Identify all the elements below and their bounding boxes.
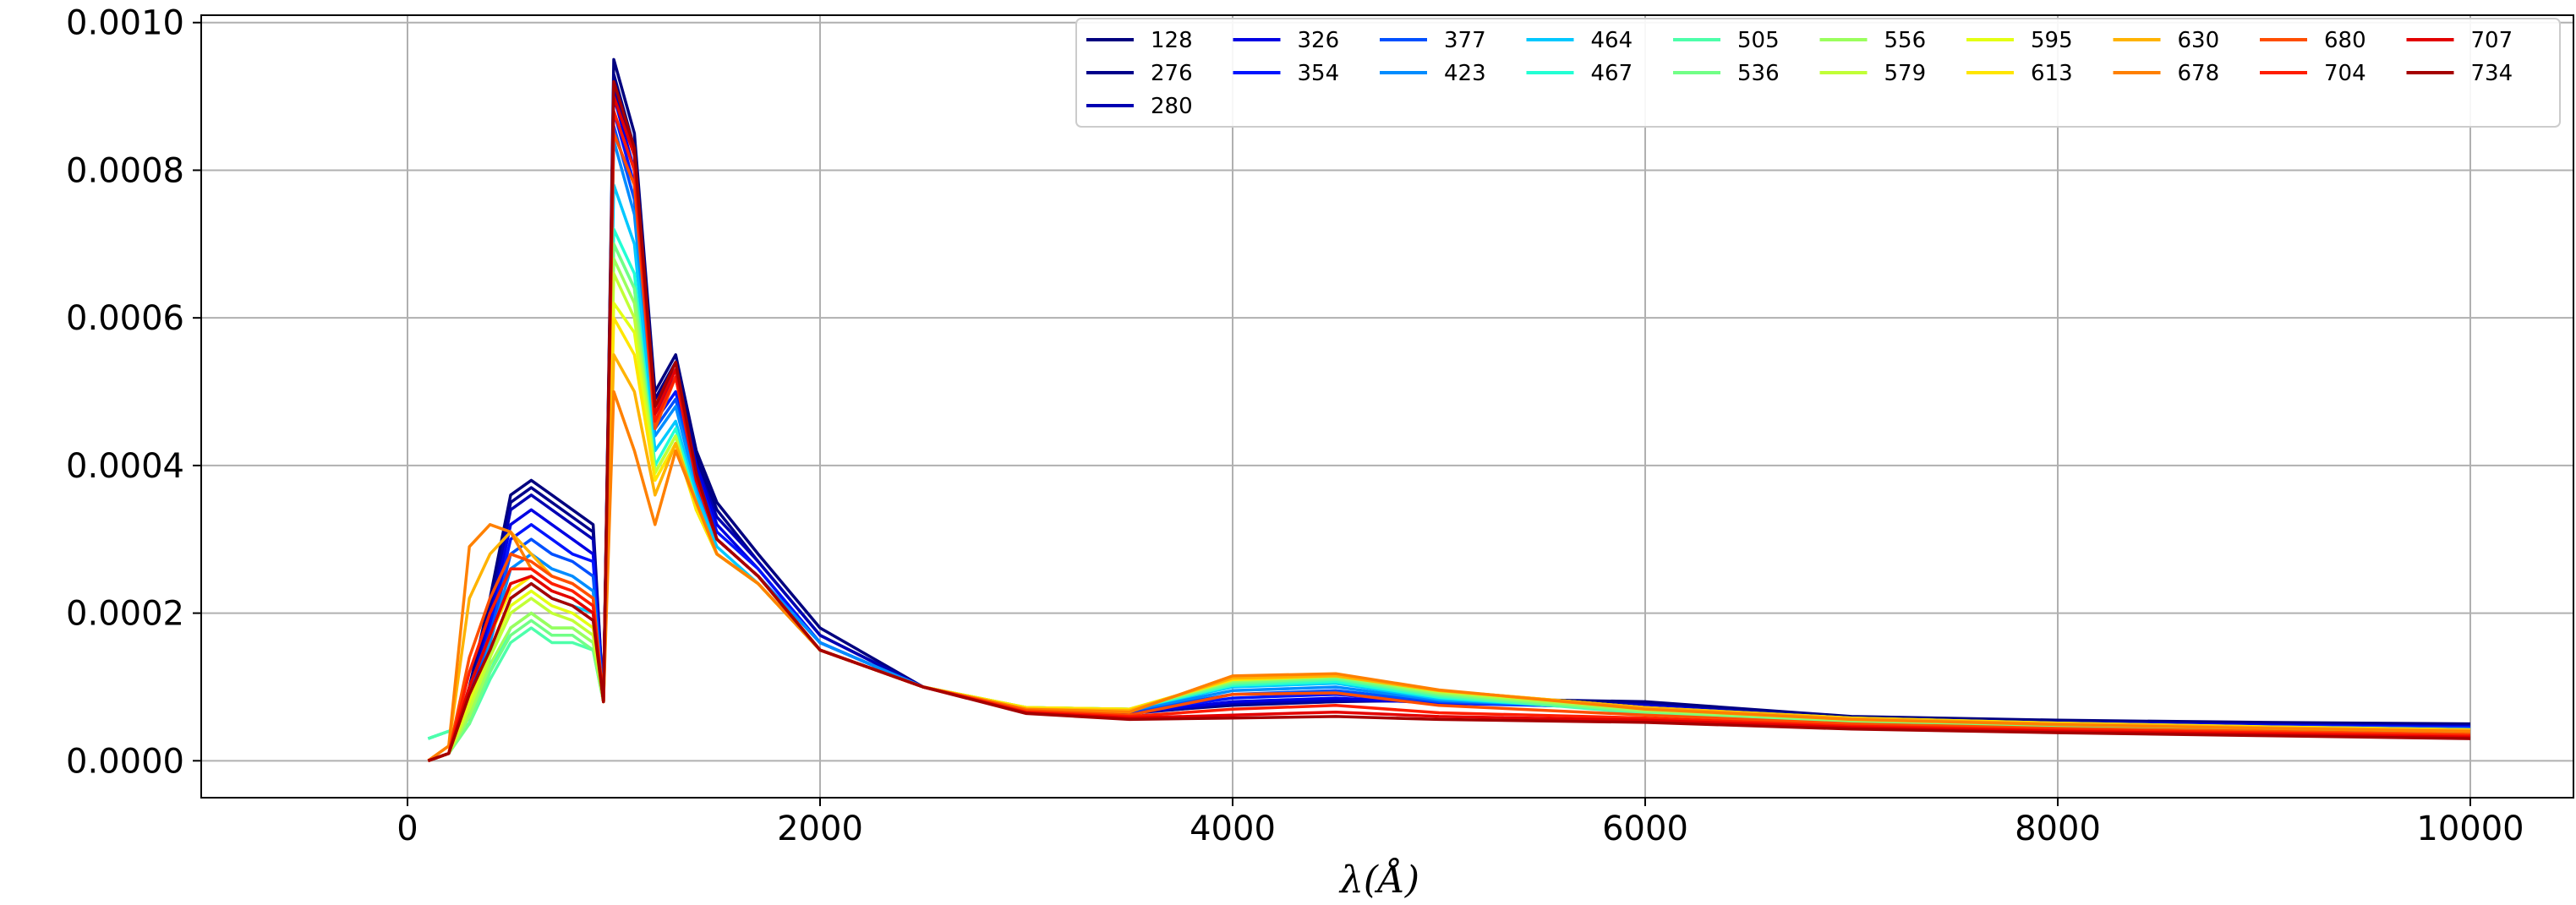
legend-label: 678: [2178, 61, 2220, 86]
legend-label: 505: [1737, 28, 1780, 53]
legend-label: 707: [2471, 28, 2513, 53]
series-line-280: [427, 87, 2471, 762]
legend-label: 556: [1884, 28, 1927, 53]
legend-label: 276: [1151, 61, 1193, 86]
series-line-556: [427, 257, 2471, 762]
y-tick-label: 0.0010: [66, 4, 184, 43]
series-lines: [427, 57, 2471, 762]
x-tick-label: 8000: [2015, 810, 2101, 848]
y-tick-label: 0.0004: [66, 447, 184, 486]
series-line-707: [427, 95, 2471, 762]
legend-label: 423: [1444, 61, 1486, 86]
series-line-680: [427, 132, 2471, 762]
y-tick-label: 0.0000: [66, 742, 184, 781]
grid: [201, 15, 2573, 798]
legend-label: 734: [2471, 61, 2513, 86]
legend-label: 326: [1298, 28, 1340, 53]
legend-label: 377: [1444, 28, 1486, 53]
plot-frame: [200, 14, 2574, 799]
series-line-579: [427, 272, 2471, 762]
series-line-536: [427, 243, 2471, 762]
series-line-377: [427, 124, 2471, 762]
y-tick-label: 0.0006: [66, 299, 184, 338]
x-axis: 0 2000 4000 6000 8000 10000: [397, 798, 2524, 848]
x-tick-label: 0: [397, 810, 418, 848]
legend-label: 630: [2178, 28, 2220, 53]
legend-label: 467: [1591, 61, 1633, 86]
y-tick-label: 0.0002: [66, 595, 184, 634]
series-line-464: [427, 183, 2471, 740]
y-axis: 0.0000 0.0002 0.0004 0.0006 0.0008 0.0010: [66, 4, 201, 781]
legend-label: 280: [1151, 94, 1193, 119]
legend-label: 595: [2031, 28, 2073, 53]
series-line-326: [427, 95, 2471, 762]
legend-label: 536: [1737, 61, 1780, 86]
y-tick-label: 0.0008: [66, 151, 184, 190]
series-line-276: [427, 73, 2471, 762]
x-tick-label: 4000: [1190, 810, 1276, 848]
x-tick-label: 10000: [2416, 810, 2524, 848]
legend-label: 680: [2324, 28, 2366, 53]
legend-label: 579: [1884, 61, 1927, 86]
series-line-423: [427, 139, 2471, 762]
series-line-678: [427, 390, 2471, 762]
series-line-704: [427, 109, 2471, 762]
x-tick-label: 6000: [1602, 810, 1688, 848]
legend-label: 128: [1151, 28, 1193, 53]
legend-frame: [1075, 18, 2561, 128]
x-axis-label: λ(Å): [1338, 857, 1419, 902]
x-tick-label: 2000: [777, 810, 863, 848]
series-line-128: [427, 57, 2471, 762]
series-line-734: [427, 79, 2471, 762]
series-line-354: [427, 109, 2471, 762]
legend-label: 613: [2031, 61, 2073, 86]
legend-label: 704: [2324, 61, 2366, 86]
legend: 128 276 280 326 354 377 423 464 467 505 536 556 579 5…: [1075, 18, 2561, 128]
legend-label: 354: [1298, 61, 1340, 86]
series-line-467: [427, 227, 2471, 740]
legend-label: 464: [1591, 28, 1633, 53]
